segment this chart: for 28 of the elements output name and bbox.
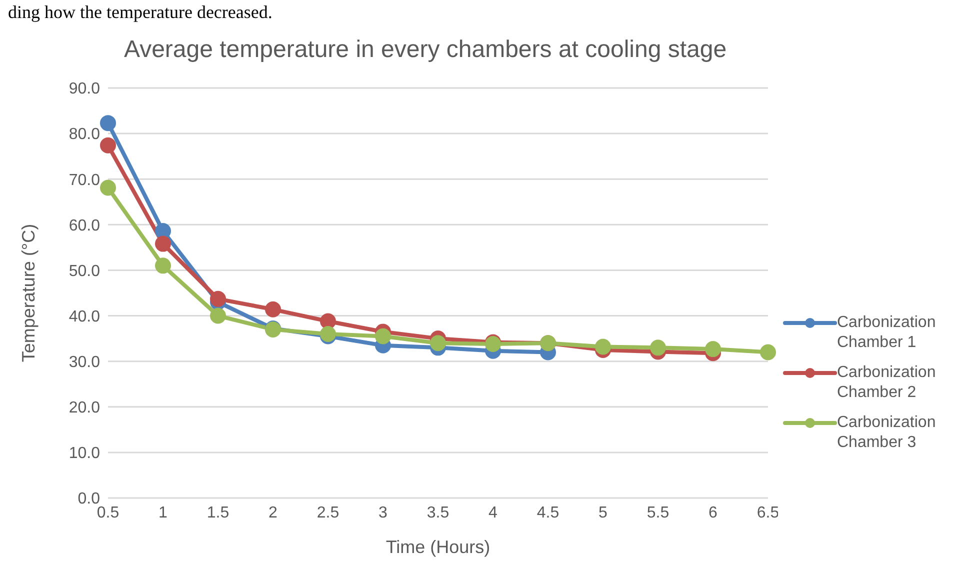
x-tick-label: 3.5 [426,504,450,522]
chart-title: Average temperature in every chambers at cooling stage [124,36,727,64]
y-tick-label: 70.0 [68,172,100,189]
legend-label: Carbonization Chamber 3 [837,413,937,453]
y-tick-label: 90.0 [68,80,100,98]
x-tick-label: 5 [598,504,608,522]
legend-label: Carbonization Chamber 2 [837,363,937,403]
x-tick-label: 2.5 [316,504,340,522]
x-tick-label: 1.5 [206,504,230,522]
legend-label: Carbonization Chamber 1 [837,313,937,353]
x-tick-label: 6 [708,504,718,522]
x-tick-label: 2 [268,504,278,522]
x-tick-label: 6.5 [756,504,780,522]
y-tick-label: 50.0 [68,262,100,280]
x-axis-title: Time (Hours) [386,537,490,557]
x-tick-label: 3 [378,504,388,522]
y-tick-label: 40.0 [68,308,100,326]
x-tick-label: 4.5 [536,504,560,522]
y-tick-label: 20.0 [68,400,100,417]
x-tick-label: 5.5 [646,504,670,522]
x-tick-label: 4 [488,504,498,522]
y-tick-label: 60.0 [68,217,100,234]
x-tick-label: 1 [158,504,168,522]
y-tick-label: 10.0 [68,445,100,462]
y-tick-label: 30.0 [68,354,100,372]
y-tick-label: 80.0 [68,126,100,144]
text: ding how the temperature decreased. [8,2,272,23]
y-axis-title: Temperature (°C) [18,224,38,362]
